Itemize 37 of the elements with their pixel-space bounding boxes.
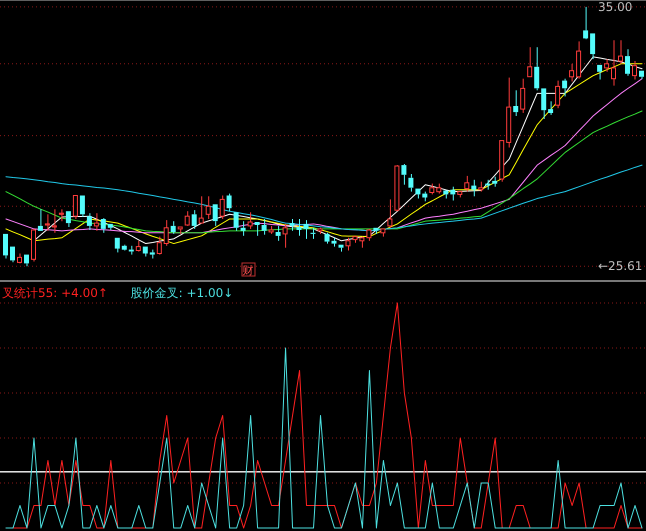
candlestick [513, 90, 518, 116]
candlestick [611, 40, 616, 86]
candlestick [170, 220, 176, 234]
candlestick [485, 179, 490, 190]
y-tick-label: ←25.61 [598, 259, 642, 274]
candlestick [422, 191, 428, 202]
candlestick [86, 212, 92, 230]
candlestick [226, 193, 232, 212]
candlestick [324, 232, 330, 244]
candlestick [276, 225, 281, 242]
candlestick [534, 46, 540, 91]
y-tick-label: 35.00 [598, 0, 632, 14]
candlestick [618, 40, 623, 64]
candlestick [562, 78, 568, 97]
candlestick [240, 220, 246, 236]
text: 股价金叉: +1.00↓ [130, 286, 234, 300]
text: 叉统计55: +4.00↑ [2, 286, 108, 300]
candlestick [296, 218, 302, 236]
candlestick [290, 218, 294, 232]
candlestick [100, 218, 106, 234]
candlestick [401, 164, 406, 186]
candlestick [44, 214, 50, 232]
candlestick [304, 220, 308, 240]
candlestick [450, 186, 456, 201]
candlestick [310, 227, 316, 240]
candlestick [94, 212, 99, 232]
candlestick [150, 249, 155, 259]
candlestick [408, 174, 414, 192]
candlestick [548, 100, 554, 116]
candlestick [506, 77, 512, 148]
candlestick [52, 208, 57, 234]
candlestick [192, 210, 197, 230]
candlestick [471, 179, 476, 197]
candlestick [520, 78, 526, 114]
annotation: 财 [242, 264, 254, 277]
candlestick [128, 245, 134, 256]
candlestick [122, 244, 127, 251]
